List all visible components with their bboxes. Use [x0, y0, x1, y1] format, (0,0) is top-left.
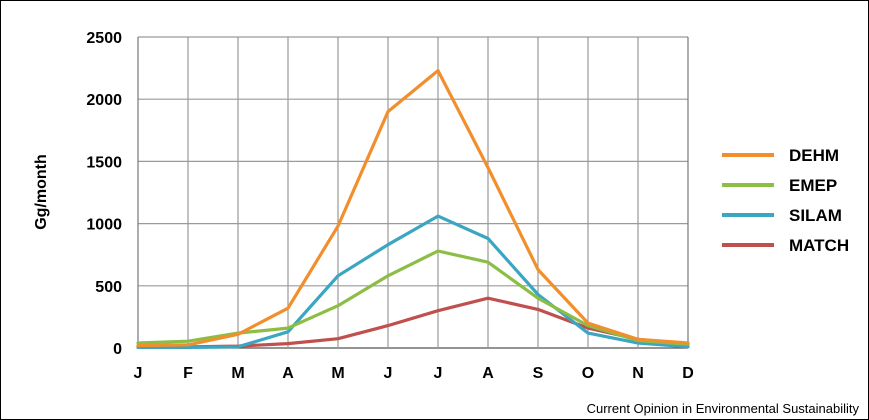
x-tick-label: J	[134, 365, 143, 382]
legend: DEHM EMEP SILAM MATCH	[722, 146, 849, 255]
y-tick-labels: 0 500 1000 1500 2000 2500	[86, 30, 122, 358]
grid	[137, 36, 689, 349]
x-tick-label: A	[282, 365, 294, 382]
x-tick-label: O	[582, 365, 594, 382]
series-lines	[136, 68, 690, 349]
y-tick-label: 1500	[86, 154, 122, 171]
x-tick-label: M	[331, 365, 344, 382]
x-tick-label: J	[384, 365, 393, 382]
legend-label-dehm: DEHM	[789, 146, 839, 165]
y-tick-label: 500	[95, 279, 122, 296]
legend-label-emep: EMEP	[789, 176, 837, 195]
y-tick-label: 0	[113, 341, 122, 358]
series-line-dehm	[136, 68, 690, 348]
legend-label-silam: SILAM	[789, 206, 842, 225]
x-tick-label: F	[183, 365, 193, 382]
x-tick-label: N	[632, 365, 644, 382]
x-tick-label: M	[231, 365, 244, 382]
x-tick-label: D	[682, 365, 694, 382]
y-axis-label: Gg/month	[33, 154, 50, 230]
y-tick-label: 1000	[86, 217, 122, 234]
y-tick-label: 2000	[86, 92, 122, 109]
x-tick-label: S	[533, 365, 544, 382]
legend-label-match: MATCH	[789, 236, 849, 255]
series-line-silam	[136, 214, 690, 349]
x-tick-label: A	[482, 365, 494, 382]
x-tick-label: J	[434, 365, 443, 382]
journal-credit: Current Opinion in Environmental Sustain…	[586, 401, 859, 416]
y-tick-label: 2500	[86, 30, 122, 47]
